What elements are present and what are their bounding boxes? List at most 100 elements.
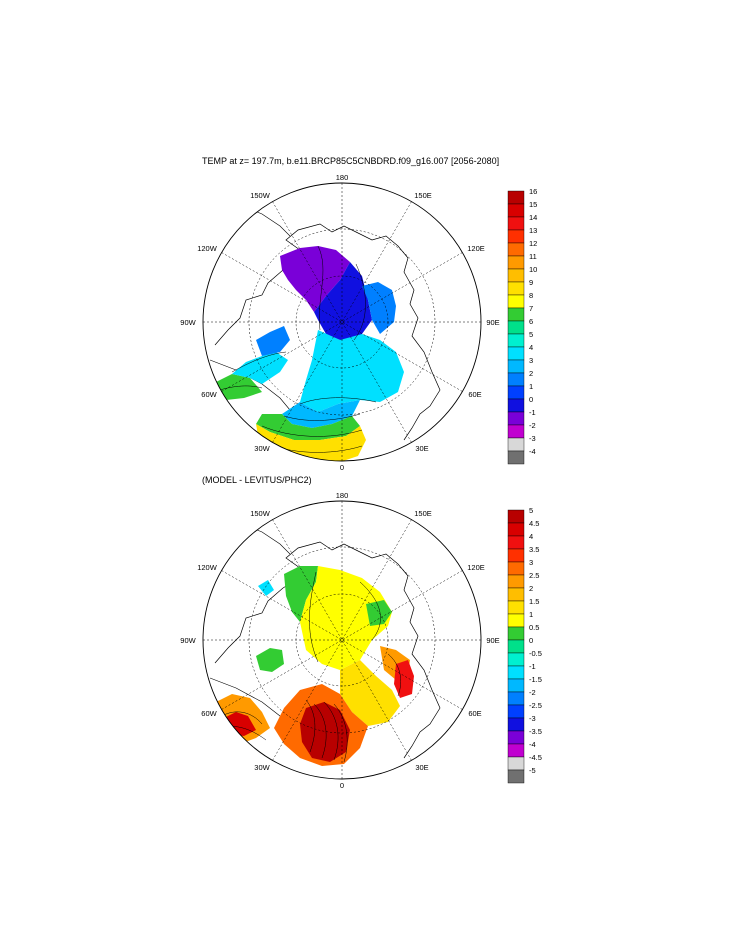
bottom-lon-90w: 90W bbox=[180, 636, 196, 645]
top-colorbar-swatch bbox=[507, 294, 525, 309]
bottom-colorbar-label: 4.5 bbox=[529, 519, 539, 528]
bottom-colorbar-label: -3 bbox=[529, 714, 536, 723]
top-field-cyan bbox=[300, 330, 404, 412]
bottom-field-green bbox=[284, 566, 318, 622]
top-contours bbox=[213, 245, 377, 453]
top-colorbar-swatch bbox=[507, 281, 525, 296]
bottom-colorbar-label: -4 bbox=[529, 740, 536, 749]
top-lon-60w: 60W bbox=[201, 390, 217, 399]
top-lon-150w: 150W bbox=[250, 191, 271, 200]
top-colorbar-label: 13 bbox=[529, 226, 537, 235]
bottom-field-yellow bbox=[300, 566, 392, 670]
bottom-lon-120e: 120E bbox=[467, 563, 485, 572]
top-field-lightblue bbox=[362, 282, 396, 334]
top-colorbar-swatch bbox=[507, 242, 525, 257]
bottom-colorbar-swatch bbox=[507, 626, 525, 641]
top-colorbar-label: 7 bbox=[529, 304, 533, 313]
bottom-colorbar-label: 3 bbox=[529, 558, 533, 567]
bottom-field-yellow-south bbox=[340, 660, 400, 726]
bottom-colorbar-swatch bbox=[507, 574, 525, 589]
bottom-colorbar-swatch bbox=[507, 717, 525, 732]
bottom-colorbar-swatch bbox=[507, 704, 525, 719]
bottom-lon-30e: 30E bbox=[415, 763, 428, 772]
top-colorbar-swatch bbox=[507, 450, 525, 465]
bottom-colorbar-swatch bbox=[507, 548, 525, 563]
top-lon-180: 180 bbox=[336, 173, 349, 182]
bottom-colorbar-label: 1.5 bbox=[529, 597, 539, 606]
bottom-colorbar-swatch bbox=[507, 535, 525, 550]
bottom-colorbar-label: 3.5 bbox=[529, 545, 539, 554]
top-lon-0: 0 bbox=[340, 463, 344, 472]
bottom-colorbar-label: 5 bbox=[529, 506, 533, 515]
bottom-polar-map: 180 150W 150E 120W 120E 90W 90E 60W 60E … bbox=[180, 491, 542, 790]
bottom-colorbar-swatch bbox=[507, 600, 525, 615]
top-polar-map: 180 150W 150E 120W 120E 90W 90E 60W 60E … bbox=[180, 173, 537, 472]
top-colorbar-label: 11 bbox=[529, 252, 537, 261]
top-colorbar-swatch bbox=[507, 268, 525, 283]
top-field-green bbox=[256, 414, 360, 440]
bottom-field-cyan-nw bbox=[258, 580, 274, 596]
bottom-colorbar-swatch bbox=[507, 730, 525, 745]
bottom-colorbar-swatch bbox=[507, 652, 525, 667]
bottom-map-border bbox=[202, 500, 482, 780]
top-colorbar-label: 9 bbox=[529, 278, 533, 287]
bottom-colorbar-label: -5 bbox=[529, 766, 536, 775]
bottom-colorbar-swatch bbox=[507, 639, 525, 654]
bottom-lon-60w: 60W bbox=[201, 709, 217, 718]
top-colorbar-swatch bbox=[507, 359, 525, 374]
bottom-colorbar-swatch bbox=[507, 613, 525, 628]
top-colorbar-label: 2 bbox=[529, 369, 533, 378]
bottom-colorbar: 5 4.5 4 3.5 3 2.5 2 1.5 1 0.5 0 -0.5 -1 -1.5 -2 -2.5 -3 -… bbox=[507, 506, 542, 784]
bottom-colorbar-label: -1.5 bbox=[529, 675, 542, 684]
bottom-lon-120w: 120W bbox=[197, 563, 218, 572]
bottom-colorbar-swatch bbox=[507, 587, 525, 602]
top-colorbar-label: 14 bbox=[529, 213, 537, 222]
bottom-lon-30w: 30W bbox=[254, 763, 270, 772]
bottom-colorbar-swatch bbox=[507, 691, 525, 706]
bottom-lon-150w: 150W bbox=[250, 509, 271, 518]
bottom-contours bbox=[215, 571, 401, 763]
bottom-colorbar-swatch bbox=[507, 522, 525, 537]
top-colorbar-label: -1 bbox=[529, 408, 536, 417]
bottom-graticule bbox=[203, 501, 481, 779]
bottom-colorbar-label: 2.5 bbox=[529, 571, 539, 580]
top-map-border bbox=[202, 182, 482, 462]
top-field-teal bbox=[282, 400, 360, 428]
top-colorbar-swatch bbox=[507, 190, 525, 205]
top-lon-30e: 30E bbox=[415, 444, 428, 453]
top-land-outline bbox=[214, 223, 441, 441]
bottom-plot-title: (MODEL - LEVITUS/PHC2) bbox=[202, 475, 312, 485]
top-colorbar-swatch bbox=[507, 372, 525, 387]
bottom-field-west-green bbox=[256, 648, 284, 672]
top-colorbar-swatch bbox=[507, 385, 525, 400]
top-colorbar-label: 8 bbox=[529, 291, 533, 300]
top-colorbar-label: 15 bbox=[529, 200, 537, 209]
bottom-field-green-east bbox=[366, 600, 392, 626]
top-colorbar-label: -4 bbox=[529, 447, 536, 456]
top-lon-120w: 120W bbox=[197, 244, 218, 253]
bottom-colorbar-swatch bbox=[507, 769, 525, 784]
top-colorbar-label: 4 bbox=[529, 343, 533, 352]
bottom-colorbar-label: -3.5 bbox=[529, 727, 542, 736]
bottom-colorbar-swatch bbox=[507, 561, 525, 576]
bottom-colorbar-label: 0.5 bbox=[529, 623, 539, 632]
top-colorbar-label: -3 bbox=[529, 434, 536, 443]
top-lon-120e: 120E bbox=[467, 244, 485, 253]
top-colorbar-swatch bbox=[507, 216, 525, 231]
top-lon-90w: 90W bbox=[180, 318, 196, 327]
bottom-colorbar-label: 0 bbox=[529, 636, 533, 645]
bottom-colorbar-label: 2 bbox=[529, 584, 533, 593]
top-colorbar-swatch bbox=[507, 398, 525, 413]
bottom-colorbar-swatch bbox=[507, 665, 525, 680]
top-lon-90e: 90E bbox=[486, 318, 499, 327]
bottom-colorbar-swatch bbox=[507, 756, 525, 771]
top-colorbar-swatch bbox=[507, 307, 525, 322]
top-colorbar-label: 16 bbox=[529, 187, 537, 196]
bottom-colorbar-label: -4.5 bbox=[529, 753, 542, 762]
top-colorbar-label: 10 bbox=[529, 265, 537, 274]
bottom-colorbar-label: 1 bbox=[529, 610, 533, 619]
top-lon-150e: 150E bbox=[414, 191, 432, 200]
top-field-west-cyan bbox=[232, 352, 288, 384]
top-colorbar-label: 3 bbox=[529, 356, 533, 365]
